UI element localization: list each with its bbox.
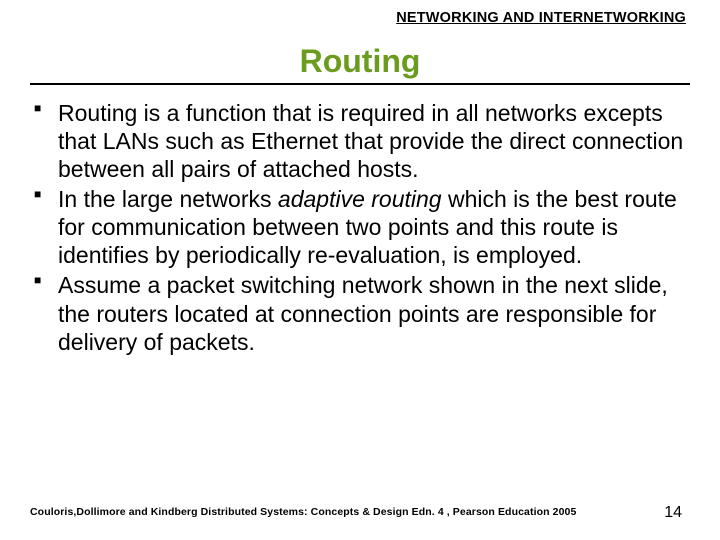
chapter-label: NETWORKING AND INTERNETWORKING [30, 10, 690, 26]
bullet-text: Routing is a function that is required i… [58, 100, 683, 182]
list-item: In the large networks adaptive routing w… [30, 185, 684, 269]
bullet-italic: adaptive routing [278, 186, 442, 212]
title-rule [30, 83, 690, 85]
title-block: Routing [30, 44, 690, 85]
page-number: 14 [664, 504, 682, 522]
bullet-text: In the large networks [58, 186, 278, 212]
slide: NETWORKING AND INTERNETWORKING Routing R… [0, 0, 720, 540]
list-item: Routing is a function that is required i… [30, 99, 684, 183]
body: Routing is a function that is required i… [30, 99, 690, 355]
bullet-text: Assume a packet switching network shown … [58, 272, 668, 354]
bullet-list: Routing is a function that is required i… [30, 99, 684, 355]
citation-text: Couloris,Dollimore and Kindberg Distribu… [30, 506, 690, 518]
slide-title: Routing [30, 44, 690, 79]
footer: Couloris,Dollimore and Kindberg Distribu… [30, 506, 690, 518]
list-item: Assume a packet switching network shown … [30, 271, 684, 355]
